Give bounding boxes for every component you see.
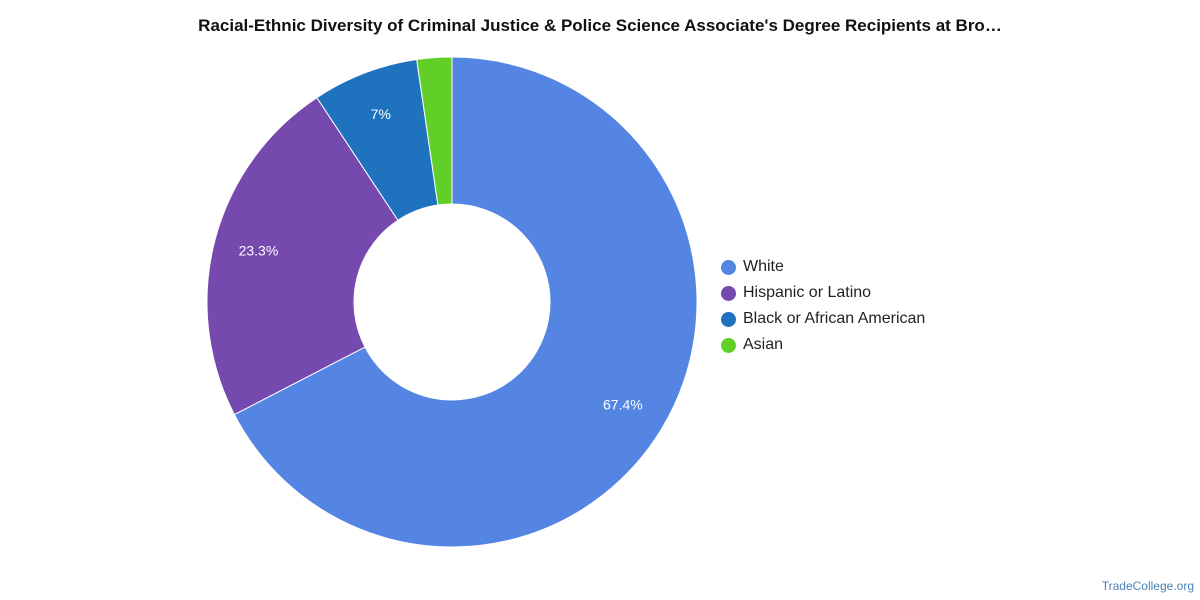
donut-slice-hispanic-or-latino[interactable]	[206, 96, 399, 416]
legend-label: Hispanic or Latino	[743, 284, 872, 301]
slice-value-label: 23.3%	[239, 242, 279, 258]
donut-slice-white[interactable]	[233, 56, 698, 548]
legend-swatch-icon	[721, 285, 736, 301]
slice-value-label: 67.4%	[603, 397, 643, 413]
chart-title: Racial-Ethnic Diversity of Criminal Just…	[198, 16, 1002, 35]
chart-legend: White Hispanic or Latino Black or African …	[721, 254, 925, 358]
donut-slices	[206, 56, 698, 548]
legend-swatch-icon	[721, 337, 736, 353]
legend-swatch-icon	[721, 311, 736, 327]
slice-value-label: 7%	[371, 106, 391, 122]
donut-slice-labels: 67.4% 23.3% 7%	[239, 106, 643, 413]
legend-item[interactable]: Black or African American	[721, 306, 925, 332]
legend-swatch-icon	[721, 259, 736, 275]
legend-item[interactable]: White	[721, 254, 925, 280]
legend-item[interactable]: Hispanic or Latino	[721, 280, 925, 306]
legend-item[interactable]: Asian	[721, 332, 925, 358]
donut-slice-asian[interactable]	[416, 56, 453, 206]
site-credit[interactable]: TradeCollege.org	[1101, 579, 1194, 593]
legend-label: Asian	[743, 336, 784, 353]
legend-label: White	[743, 258, 784, 275]
legend-label: Black or African American	[743, 310, 926, 327]
